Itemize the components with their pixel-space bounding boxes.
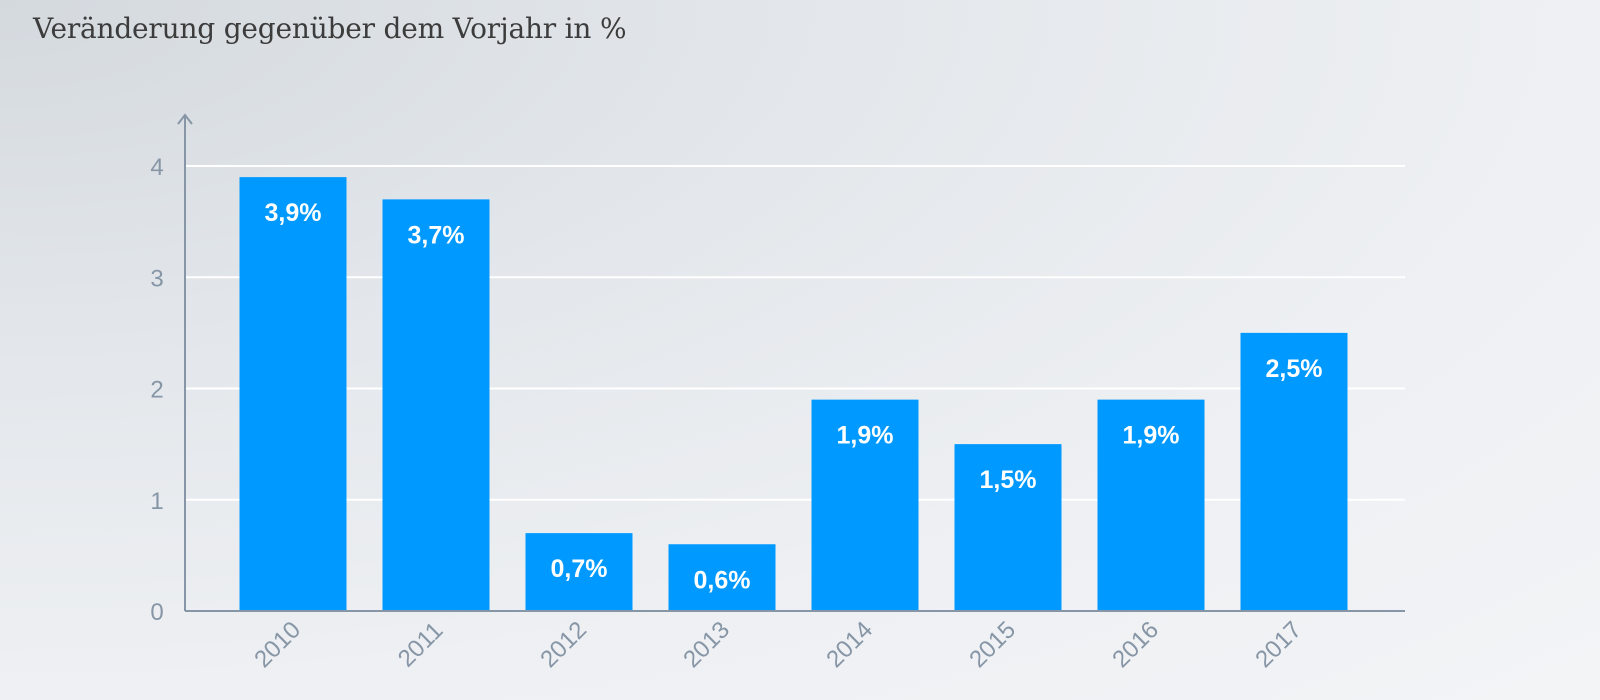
bar-data-label: 0,6%	[694, 566, 751, 594]
bar	[1240, 332, 1348, 611]
bar-data-label: 0,7%	[551, 555, 608, 583]
y-tick-label: 0	[150, 599, 163, 626]
bars	[239, 177, 1348, 611]
bar	[954, 444, 1062, 611]
x-tick-label: 2016	[1107, 616, 1164, 673]
bar-data-label: 3,7%	[408, 221, 465, 249]
bar	[525, 533, 633, 611]
axes	[177, 113, 1405, 612]
bar-data-label: 1,9%	[1123, 422, 1180, 450]
bar	[239, 177, 347, 611]
y-axis-arrow	[177, 113, 193, 125]
bar-data-label: 2,5%	[1266, 355, 1323, 383]
y-tick-label: 2	[150, 377, 163, 404]
x-tick-label: 2012	[535, 616, 592, 673]
y-tick-label: 4	[150, 154, 163, 181]
gridlines	[185, 165, 1405, 501]
x-tick-label: 2010	[249, 616, 306, 673]
y-tick-label: 3	[150, 265, 163, 292]
x-tick-label: 2014	[821, 616, 878, 673]
bar-data-label: 1,9%	[837, 422, 894, 450]
bar	[1097, 399, 1205, 611]
chart-title: Veränderung gegenüber dem Vorjahr in %	[33, 12, 627, 45]
x-tick-label: 2017	[1250, 616, 1307, 673]
bar	[668, 544, 776, 611]
bar	[382, 199, 490, 611]
bar	[811, 399, 919, 611]
bar-data-label: 1,5%	[980, 466, 1037, 494]
x-tick-label: 2011	[393, 617, 449, 673]
x-tick-label: 2013	[678, 616, 735, 673]
bar-data-label: 3,9%	[265, 199, 322, 227]
x-tick-label: 2015	[964, 616, 1021, 673]
y-tick-label: 1	[150, 488, 163, 515]
